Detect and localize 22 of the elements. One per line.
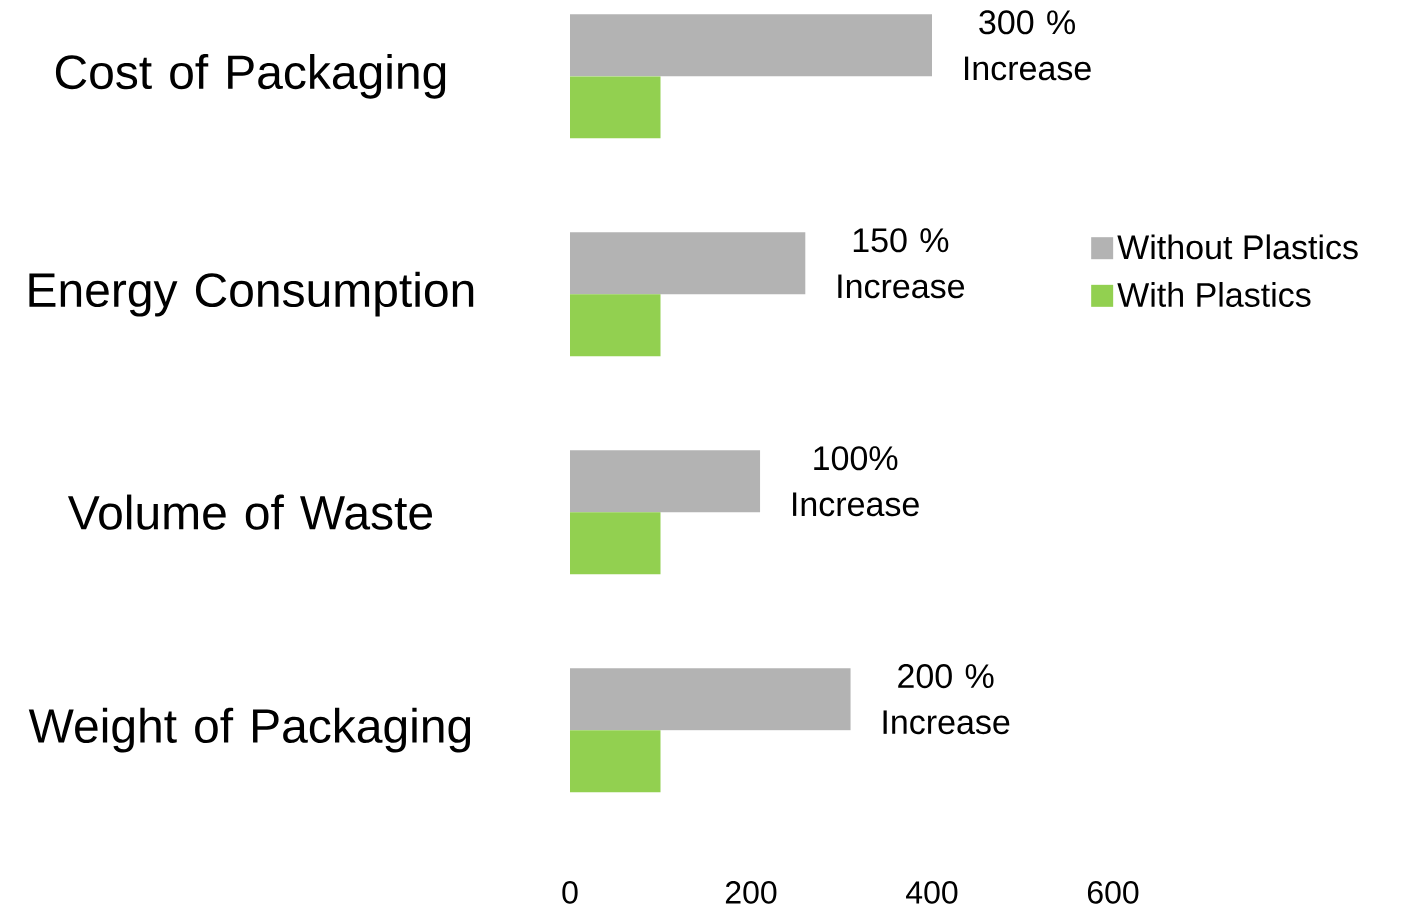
y-tick-label: Energy Consumption	[29, 271, 474, 317]
bar	[570, 14, 933, 77]
bar	[570, 294, 661, 357]
annotation: 200 % Increase	[883, 664, 1010, 735]
x-tick-label: 400	[906, 881, 958, 904]
annotation: 100% Increase	[793, 446, 919, 517]
legend-label: With Plastics	[1117, 282, 1311, 307]
annotation: 150 % Increase	[838, 228, 965, 299]
bar	[570, 730, 661, 793]
y-tick-label: Volume of Waste	[67, 494, 432, 530]
x-tick-label: 0	[562, 881, 578, 904]
x-tick-label: 600	[1087, 881, 1139, 904]
bar	[570, 668, 851, 731]
bar	[570, 512, 661, 575]
annotation: 300 % Increase	[965, 10, 1091, 81]
bar	[570, 450, 761, 513]
bar	[570, 232, 806, 295]
y-tick-label: Weight of Packaging	[28, 707, 471, 753]
y-tick-label: Cost of Packaging	[55, 53, 446, 99]
x-tick-label: 200	[725, 881, 777, 904]
bar	[570, 76, 661, 139]
legend-label: Without Plastics	[1117, 234, 1358, 260]
